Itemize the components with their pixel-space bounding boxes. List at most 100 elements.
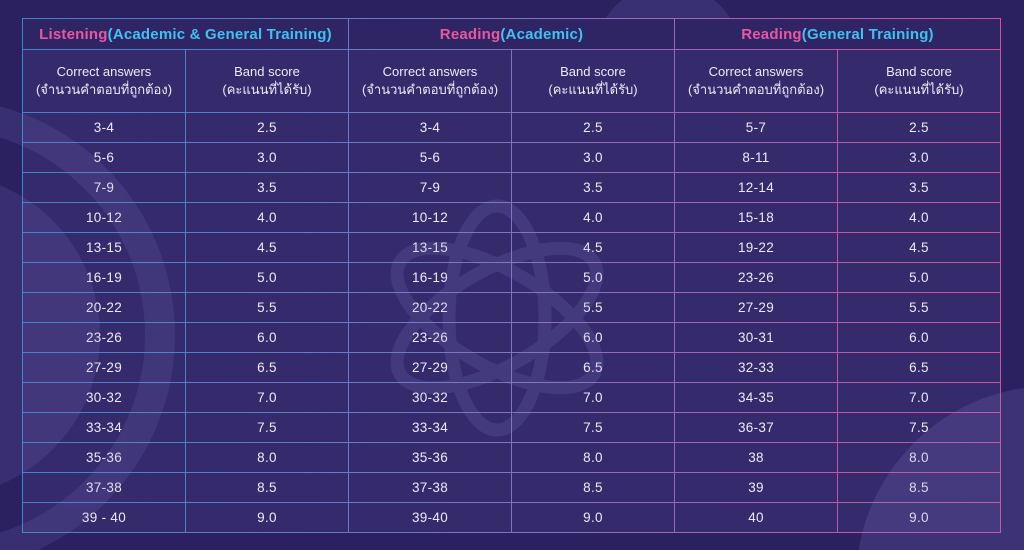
column-header-correct-reading-academic: Correct answers (จำนวนคำตอบที่ถูกต้อง) (349, 50, 511, 112)
table-cell: 23-26 (23, 323, 185, 352)
table-cell: 6.0 (186, 323, 348, 352)
table-cell: 6.5 (186, 353, 348, 382)
table-cell: 2.5 (838, 113, 1000, 142)
table-cell: 4.5 (838, 233, 1000, 262)
table-cell: 40 (675, 503, 837, 532)
table-cell: 7.5 (838, 413, 1000, 442)
table-cell: 35-36 (349, 443, 511, 472)
table-cell: 34-35 (675, 383, 837, 412)
group-subtitle: (Academic & General Training) (107, 25, 332, 43)
table-cell: 5.0 (186, 263, 348, 292)
table-cell: 3.0 (512, 143, 674, 172)
table-cell: 6.5 (838, 353, 1000, 382)
table-cell: 39 - 40 (23, 503, 185, 532)
table-cell: 7.0 (838, 383, 1000, 412)
table-cell: 10-12 (23, 203, 185, 232)
table-cell: 39 (675, 473, 837, 502)
table-cell: 12-14 (675, 173, 837, 202)
group-header-listening-academic-general-training: Listening (Academic & General Training) (23, 19, 348, 49)
column-header-th: (คะแนนที่ได้รับ) (548, 82, 638, 97)
column-header-en: Band score (560, 64, 626, 80)
table-cell: 20-22 (23, 293, 185, 322)
table-cell: 13-15 (349, 233, 511, 262)
table-cell: 39-40 (349, 503, 511, 532)
column-header-band-reading-academic: Band score (คะแนนที่ได้รับ) (512, 50, 674, 112)
group-title: Reading (741, 25, 802, 43)
table-cell: 9.0 (186, 503, 348, 532)
table-cell: 37-38 (23, 473, 185, 502)
table-cell: 33-34 (349, 413, 511, 442)
table-cell: 5-7 (675, 113, 837, 142)
table-cell: 5.5 (838, 293, 1000, 322)
column-header-en: Correct answers (382, 64, 478, 80)
table-cell: 8.0 (186, 443, 348, 472)
table-cell: 8.5 (838, 473, 1000, 502)
table-cell: 35-36 (23, 443, 185, 472)
table-cell: 2.5 (186, 113, 348, 142)
group-header-reading-academic: Reading (Academic) (349, 19, 674, 49)
table-cell: 3.0 (838, 143, 1000, 172)
group-subtitle: (Academic) (500, 25, 584, 43)
table-cell: 8.0 (512, 443, 674, 472)
table-cell: 5-6 (23, 143, 185, 172)
table-cell: 5.5 (186, 293, 348, 322)
table-cell: 7-9 (23, 173, 185, 202)
table-cell: 27-29 (675, 293, 837, 322)
table-cell: 5.0 (838, 263, 1000, 292)
table-cell: 8-11 (675, 143, 837, 172)
table-cell: 6.5 (512, 353, 674, 382)
table-cell: 33-34 (23, 413, 185, 442)
table-cell: 3.5 (186, 173, 348, 202)
group-header-reading-general-training: Reading (General Training) (675, 19, 1000, 49)
table-cell: 30-31 (675, 323, 837, 352)
table-cell: 36-37 (675, 413, 837, 442)
column-header-correct-listening-academic-general-training: Correct answers (จำนวนคำตอบที่ถูกต้อง) (23, 50, 185, 112)
table-cell: 20-22 (349, 293, 511, 322)
table-cell: 4.5 (512, 233, 674, 262)
table-cell: 7.5 (186, 413, 348, 442)
table-cell: 19-22 (675, 233, 837, 262)
table-cell: 7.0 (512, 383, 674, 412)
column-header-band-listening-academic-general-training: Band score (คะแนนที่ได้รับ) (186, 50, 348, 112)
table-cell: 3-4 (349, 113, 511, 142)
column-header-th: (จำนวนคำตอบที่ถูกต้อง) (35, 82, 173, 97)
table-cell: 3.0 (186, 143, 348, 172)
table-cell: 4.0 (186, 203, 348, 232)
table-cell: 8.5 (186, 473, 348, 502)
table-cell: 32-33 (675, 353, 837, 382)
column-header-th: (จำนวนคำตอบที่ถูกต้อง) (687, 82, 825, 97)
table-cell: 3.5 (512, 173, 674, 202)
table-cell: 6.0 (838, 323, 1000, 352)
table-cell: 8.5 (512, 473, 674, 502)
table-cell: 5.5 (512, 293, 674, 322)
group-title: Listening (39, 25, 108, 43)
table-cell: 4.0 (838, 203, 1000, 232)
column-header-en: Correct answers (56, 64, 152, 80)
table-cell: 7-9 (349, 173, 511, 202)
table-cell: 9.0 (838, 503, 1000, 532)
table-cell: 3.5 (838, 173, 1000, 202)
table-cell: 16-19 (23, 263, 185, 292)
group-title: Reading (439, 25, 501, 43)
group-subtitle: (General Training) (801, 25, 934, 43)
column-header-en: Band score (234, 64, 300, 80)
table-cell: 7.5 (512, 413, 674, 442)
column-header-th: (คะแนนที่ได้รับ) (874, 82, 964, 97)
table-cell: 2.5 (512, 113, 674, 142)
table-cell: 8.0 (838, 443, 1000, 472)
table-cell: 30-32 (349, 383, 511, 412)
column-header-en: Band score (886, 64, 952, 80)
table-cell: 23-26 (675, 263, 837, 292)
table-cell: 37-38 (349, 473, 511, 502)
table-cell: 13-15 (23, 233, 185, 262)
table-cell: 27-29 (23, 353, 185, 382)
table-cell: 4.0 (512, 203, 674, 232)
table-cell: 7.0 (186, 383, 348, 412)
column-header-th: (คะแนนที่ได้รับ) (222, 82, 312, 97)
column-header-en: Correct answers (708, 64, 804, 80)
table-cell: 9.0 (512, 503, 674, 532)
table-cell: 6.0 (512, 323, 674, 352)
table-cell: 10-12 (349, 203, 511, 232)
table-cell: 3-4 (23, 113, 185, 142)
